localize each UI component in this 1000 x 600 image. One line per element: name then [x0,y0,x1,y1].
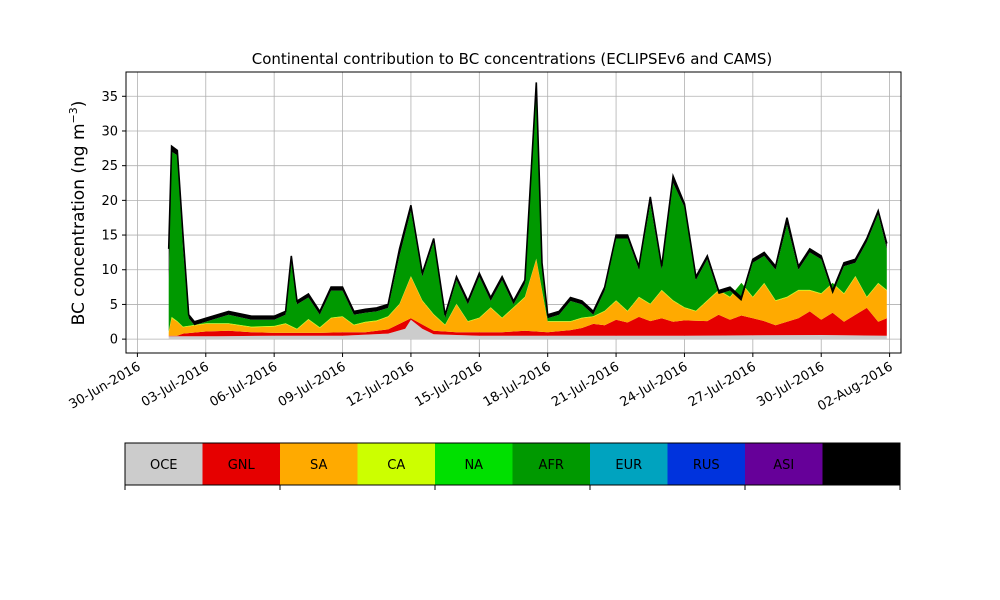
legend-swatch-gnl [202,443,281,485]
total-outline [167,82,888,323]
y-tick-label: 35 [101,90,118,105]
legend-label: CA [387,458,405,473]
x-tick-label: 27-Jul-2016 [686,359,759,410]
y-axis-label-main: BC concentration (ng m [69,123,89,325]
color-legend: OCE GNL SA CA NA AFR EUR RUS ASI AUS [124,442,901,490]
y-tick-label: 25 [101,159,118,174]
x-tick-label: 30-Jun-2016 [67,359,144,412]
y-axis-label-close: ) [69,101,89,108]
legend-swatch-rus [667,443,746,485]
legend-swatch-aus [822,443,901,485]
legend-swatch-eur [590,443,668,485]
legend-frame [124,442,901,486]
legend-label: AFR [539,458,564,473]
x-tick-label: 02-Aug-2016 [815,359,895,414]
legend-label: EUR [615,458,642,473]
y-tick-label: 10 [101,263,118,278]
y-tick-label: 5 [110,298,118,313]
plot-frame [125,71,902,354]
y-axis-ticks: 0 5 10 15 20 25 30 35 [101,90,126,348]
legend-swatch-asi [745,443,823,485]
area-oce [168,319,887,340]
legend-label: OCE [150,458,178,473]
x-tick-label: 12-Jul-2016 [344,359,417,410]
legend-label: NA [464,458,483,473]
legend-swatch-sa [280,443,358,485]
x-tick-label: 06-Jul-2016 [207,359,280,410]
y-tick-label: 30 [101,124,118,139]
x-tick-label: 15-Jul-2016 [412,359,485,410]
x-tick-label: 24-Jul-2016 [618,359,691,410]
legend-swatch-afr [512,443,591,485]
chart-title: Continental contribution to BC concentra… [252,50,773,68]
x-tick-label: 03-Jul-2016 [139,359,212,410]
y-axis-label-exponent: −3 [67,107,80,123]
legend-label: RUS [693,458,720,473]
y-tick-label: 0 [110,333,118,348]
legend-label: AUS [848,458,875,473]
legend-label: SA [310,458,327,473]
x-tick-label: 21-Jul-2016 [549,359,622,410]
y-tick-label: 20 [101,194,118,209]
legend-label: ASI [773,458,794,473]
x-tick-label: 18-Jul-2016 [481,359,554,410]
y-tick-label: 15 [101,229,118,244]
grid-lines [126,72,901,353]
x-tick-label: 09-Jul-2016 [276,359,349,410]
legend-swatch-oce [125,443,203,485]
total-line [167,82,888,323]
legend-swatch-ca [357,443,436,485]
area-afr [168,89,887,332]
legend-swatch-na [435,443,513,485]
area-gnl [168,307,887,337]
x-axis-ticks: 30-Jun-201603-Jul-201606-Jul-201609-Jul-… [67,353,896,415]
stacked-area-layers [168,82,887,340]
legend-label: GNL [228,458,256,473]
y-axis-label: BC concentration (ng m−3) [67,101,89,326]
area-sa [168,259,887,336]
